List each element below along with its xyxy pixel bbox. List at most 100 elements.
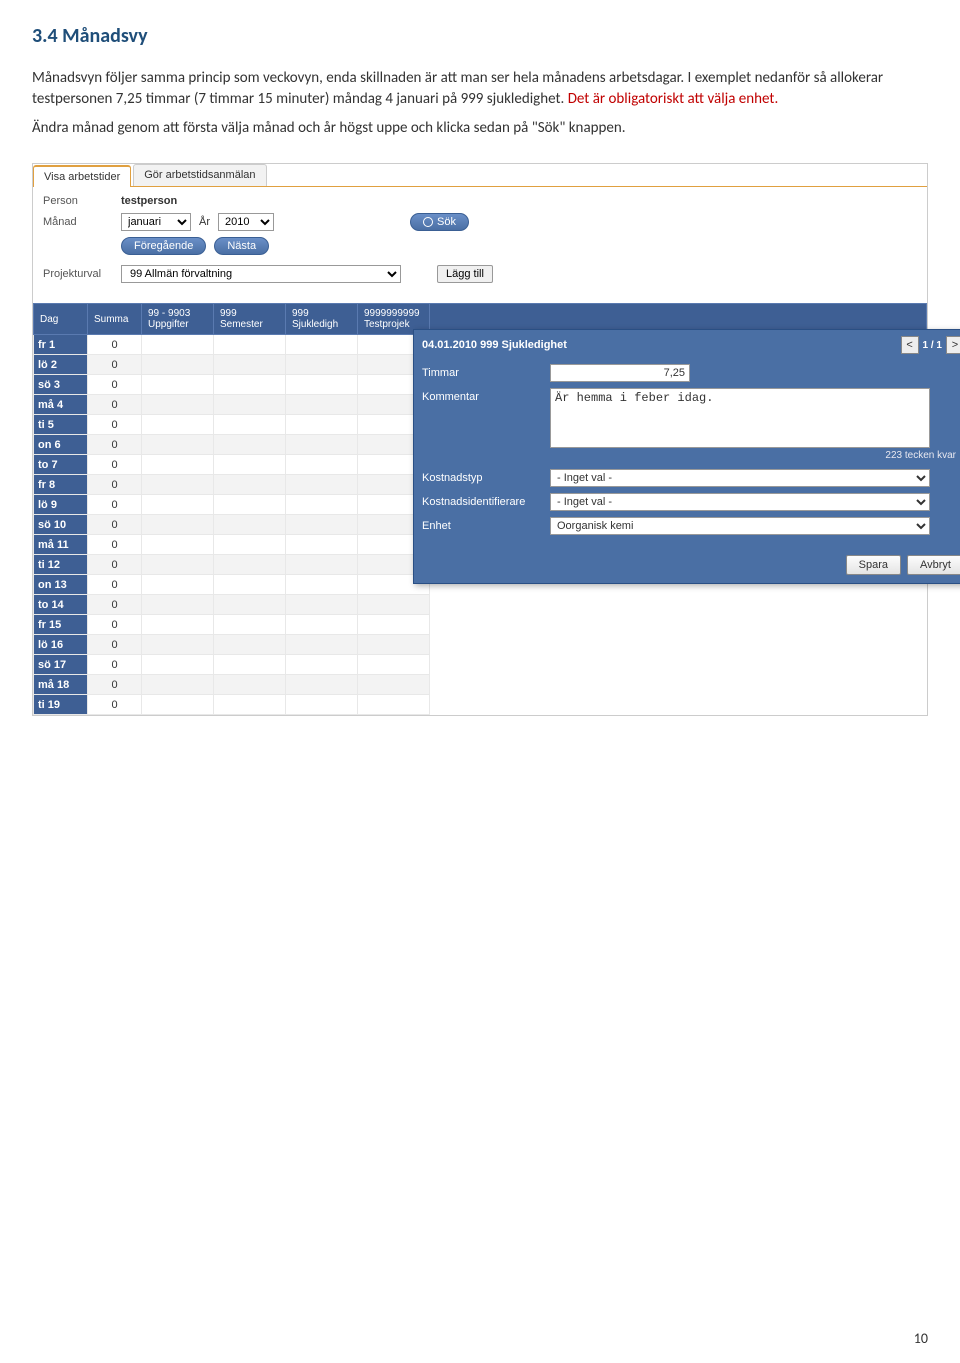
time-input-cell[interactable] — [214, 675, 286, 695]
time-input-cell[interactable] — [214, 375, 286, 395]
time-input-cell[interactable] — [142, 515, 214, 535]
time-input-cell[interactable] — [286, 455, 358, 475]
time-input-cell[interactable] — [214, 575, 286, 595]
prev-button[interactable]: Föregående — [121, 237, 206, 255]
paragraph-2: Ändra månad genom att första välja månad… — [32, 118, 928, 139]
hours-label: Timmar — [422, 364, 542, 379]
time-input-cell[interactable] — [286, 435, 358, 455]
time-input-cell[interactable] — [286, 495, 358, 515]
time-input-cell[interactable] — [286, 355, 358, 375]
search-button[interactable]: Sök — [410, 213, 469, 231]
time-input-cell[interactable] — [214, 535, 286, 555]
popup-title: 04.01.2010 999 Sjukledighet — [422, 339, 567, 351]
time-input-cell[interactable] — [214, 415, 286, 435]
time-input-cell[interactable] — [214, 555, 286, 575]
time-input-cell[interactable] — [286, 475, 358, 495]
time-input-cell[interactable] — [358, 595, 430, 615]
tab-bar: Visa arbetstider Gör arbetstidsanmälan — [33, 164, 927, 187]
time-input-cell[interactable] — [214, 515, 286, 535]
time-input-cell[interactable] — [142, 335, 214, 355]
cost-id-select[interactable]: - Inget val - — [550, 493, 930, 511]
time-input-cell[interactable] — [358, 655, 430, 675]
time-input-cell[interactable] — [214, 635, 286, 655]
time-input-cell[interactable] — [142, 575, 214, 595]
sum-cell: 0 — [88, 695, 142, 715]
time-input-cell[interactable] — [142, 395, 214, 415]
next-button[interactable]: Nästa — [214, 237, 269, 255]
year-select[interactable]: 2010 — [218, 213, 274, 231]
month-label: Månad — [43, 216, 113, 228]
time-input-cell[interactable] — [142, 635, 214, 655]
time-input-cell[interactable] — [214, 455, 286, 475]
time-input-cell[interactable] — [286, 555, 358, 575]
time-input-cell[interactable] — [214, 615, 286, 635]
time-input-cell[interactable] — [214, 655, 286, 675]
time-input-cell[interactable] — [142, 495, 214, 515]
time-input-cell[interactable] — [142, 615, 214, 635]
save-button[interactable]: Spara — [846, 555, 901, 575]
time-input-cell[interactable] — [286, 335, 358, 355]
time-input-cell[interactable] — [286, 375, 358, 395]
cost-type-select[interactable]: - Inget val - — [550, 469, 930, 487]
cancel-button[interactable]: Avbryt — [907, 555, 960, 575]
time-input-cell[interactable] — [286, 415, 358, 435]
time-input-cell[interactable] — [286, 695, 358, 715]
time-input-cell[interactable] — [142, 375, 214, 395]
time-input-cell[interactable] — [142, 475, 214, 495]
time-input-cell[interactable] — [358, 675, 430, 695]
month-select[interactable]: januari — [121, 213, 191, 231]
time-input-cell[interactable] — [142, 675, 214, 695]
time-input-cell[interactable] — [142, 455, 214, 475]
day-cell: må 18 — [34, 675, 88, 695]
time-input-cell[interactable] — [142, 595, 214, 615]
time-input-cell[interactable] — [286, 675, 358, 695]
tab-visa-arbetstider[interactable]: Visa arbetstider — [33, 165, 131, 187]
comment-label: Kommentar — [422, 388, 542, 403]
time-input-cell[interactable] — [142, 555, 214, 575]
time-input-cell[interactable] — [142, 695, 214, 715]
hours-input[interactable] — [550, 364, 690, 382]
time-input-cell[interactable] — [358, 635, 430, 655]
search-icon — [423, 217, 433, 227]
time-input-cell[interactable] — [214, 475, 286, 495]
time-input-cell[interactable] — [214, 495, 286, 515]
time-input-cell[interactable] — [142, 355, 214, 375]
time-input-cell[interactable] — [214, 435, 286, 455]
time-input-cell[interactable] — [214, 395, 286, 415]
time-input-cell[interactable] — [142, 655, 214, 675]
time-input-cell[interactable] — [286, 655, 358, 675]
time-input-cell[interactable] — [214, 595, 286, 615]
section-heading: 3.4 Månadsvy — [32, 24, 928, 48]
comment-textarea[interactable] — [550, 388, 930, 448]
tab-gor-arbetstidsanmalan[interactable]: Gör arbetstidsanmälan — [133, 164, 266, 186]
day-cell: ti 19 — [34, 695, 88, 715]
time-input-cell[interactable] — [358, 615, 430, 635]
table-row: to 140 — [34, 595, 927, 615]
unit-select[interactable]: Oorganisk kemi — [550, 517, 930, 535]
add-button[interactable]: Lägg till — [437, 265, 493, 283]
sum-cell: 0 — [88, 595, 142, 615]
time-input-cell[interactable] — [286, 395, 358, 415]
table-row: ti 190 — [34, 695, 927, 715]
time-input-cell[interactable] — [286, 515, 358, 535]
column-header: Dag — [34, 304, 88, 335]
time-input-cell[interactable] — [286, 595, 358, 615]
time-input-cell[interactable] — [286, 615, 358, 635]
project-select[interactable]: 99 Allmän förvaltning — [121, 265, 401, 283]
time-input-cell[interactable] — [214, 335, 286, 355]
time-input-cell[interactable] — [142, 535, 214, 555]
popup-next-button[interactable]: > — [946, 336, 960, 354]
day-cell: må 11 — [34, 535, 88, 555]
time-input-cell[interactable] — [286, 635, 358, 655]
app-window: Visa arbetstider Gör arbetstidsanmälan P… — [32, 163, 928, 716]
time-input-cell[interactable] — [286, 535, 358, 555]
time-input-cell[interactable] — [214, 695, 286, 715]
time-input-cell[interactable] — [214, 355, 286, 375]
popup-prev-button[interactable]: < — [901, 336, 919, 354]
person-value: testperson — [121, 195, 177, 207]
time-input-cell[interactable] — [142, 435, 214, 455]
sum-cell: 0 — [88, 515, 142, 535]
time-input-cell[interactable] — [142, 415, 214, 435]
time-input-cell[interactable] — [286, 575, 358, 595]
time-input-cell[interactable] — [358, 695, 430, 715]
